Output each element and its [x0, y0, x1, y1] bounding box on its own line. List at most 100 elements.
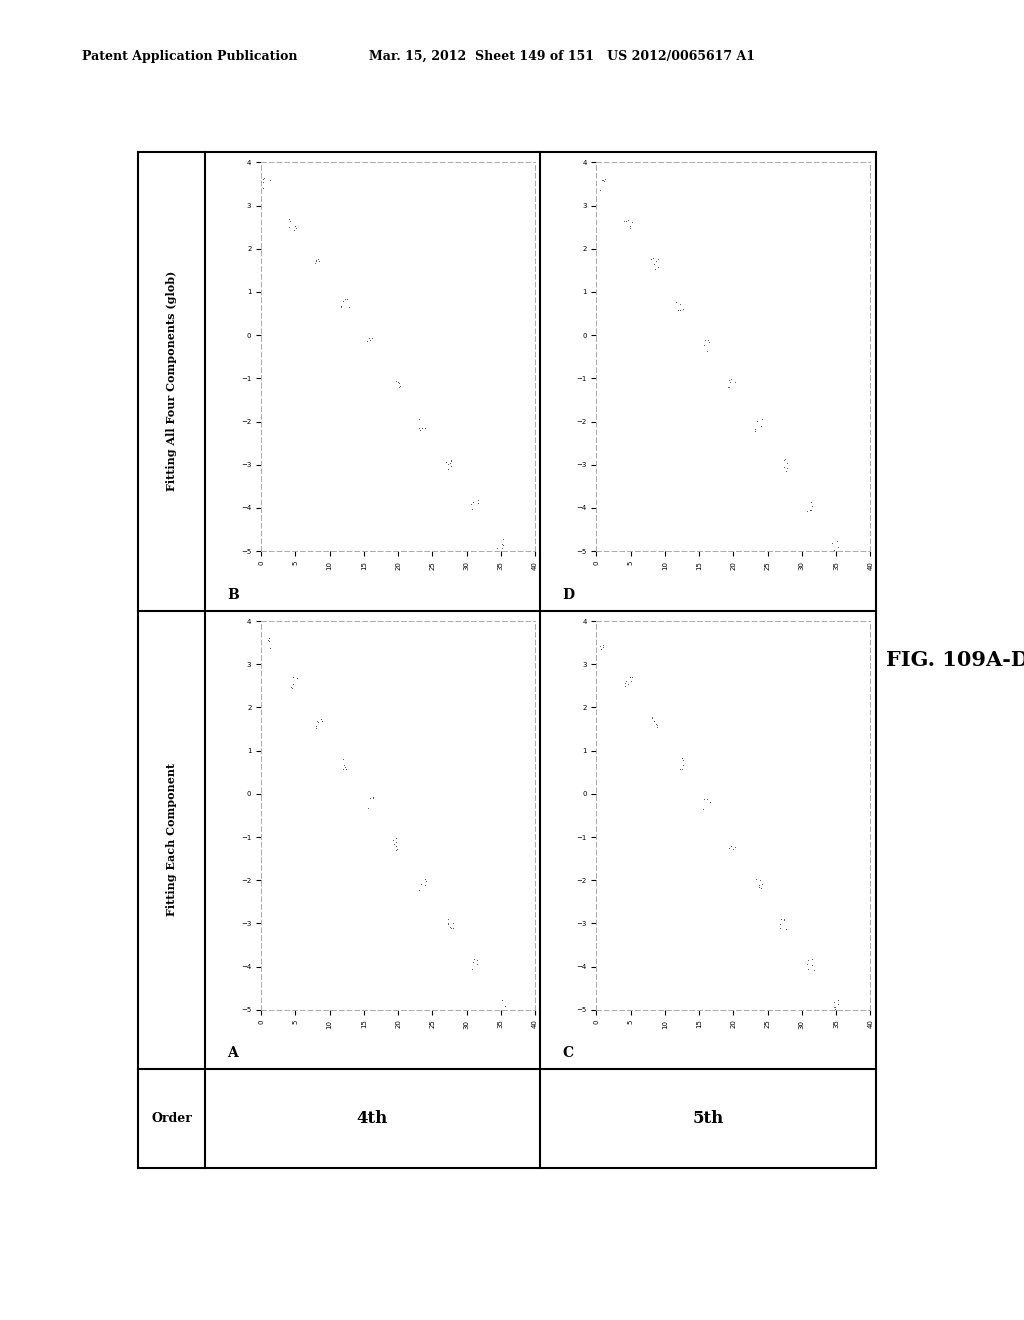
- Point: [595, 170, 611, 191]
- Point: [674, 747, 690, 768]
- Point: [262, 169, 279, 190]
- Point: [358, 331, 375, 352]
- Point: [700, 329, 717, 350]
- Point: [385, 830, 401, 851]
- Point: [592, 635, 608, 656]
- Point: [310, 248, 327, 269]
- Point: [464, 952, 480, 973]
- Point: [444, 912, 461, 933]
- Point: [695, 788, 712, 809]
- Point: [595, 636, 611, 657]
- Point: [285, 667, 301, 688]
- Point: [800, 958, 816, 979]
- Point: [777, 447, 794, 469]
- Point: [333, 296, 349, 317]
- Point: [285, 673, 301, 694]
- Point: [720, 376, 736, 397]
- Point: [622, 215, 638, 236]
- Point: [752, 876, 768, 898]
- Point: [262, 638, 279, 659]
- Point: [646, 710, 663, 731]
- Point: [695, 334, 712, 355]
- Point: [470, 490, 486, 511]
- Point: [417, 869, 433, 890]
- Point: [289, 668, 305, 689]
- Point: [364, 327, 380, 348]
- Point: [620, 673, 636, 694]
- Point: [388, 836, 404, 857]
- Point: [314, 710, 331, 731]
- Point: [622, 667, 638, 688]
- Point: [388, 828, 404, 849]
- Point: [800, 949, 816, 970]
- Point: [442, 916, 459, 937]
- Text: B: B: [227, 587, 239, 602]
- Text: Patent Application Publication: Patent Application Publication: [82, 50, 297, 63]
- Point: [494, 539, 510, 560]
- Point: [593, 638, 609, 659]
- Point: [803, 491, 819, 512]
- Point: [624, 667, 640, 688]
- Point: [828, 531, 845, 552]
- Point: [802, 499, 818, 520]
- Point: [752, 874, 768, 895]
- Point: [694, 799, 711, 820]
- Point: [699, 341, 716, 362]
- Point: [284, 677, 300, 698]
- Point: [359, 797, 376, 818]
- Point: [772, 917, 788, 939]
- Point: [722, 368, 738, 389]
- Point: [777, 461, 794, 482]
- Point: [675, 750, 691, 771]
- Point: [616, 673, 633, 694]
- Point: [830, 536, 847, 557]
- Point: [440, 913, 457, 935]
- Point: [750, 411, 766, 432]
- Point: [671, 300, 687, 321]
- Point: [412, 408, 428, 429]
- Point: [724, 838, 740, 859]
- Text: Fitting All Four Components (glob): Fitting All Four Components (glob): [166, 271, 177, 491]
- Point: [645, 248, 662, 269]
- Point: [337, 756, 353, 777]
- Point: [776, 908, 793, 929]
- Point: [388, 838, 404, 859]
- Point: [418, 870, 434, 891]
- Point: [825, 997, 842, 1018]
- Point: [337, 288, 353, 309]
- Point: [594, 169, 610, 190]
- Point: [649, 256, 666, 277]
- Point: [417, 874, 433, 895]
- Point: [411, 879, 427, 900]
- Point: [497, 995, 513, 1016]
- Point: [308, 715, 325, 737]
- Point: [772, 913, 788, 935]
- Point: [260, 631, 276, 652]
- Point: [779, 453, 796, 474]
- Point: [334, 290, 350, 312]
- Point: [754, 409, 770, 430]
- Point: [365, 787, 381, 808]
- Point: [308, 249, 325, 271]
- Point: [468, 949, 484, 970]
- Point: [592, 180, 608, 201]
- Point: [335, 758, 351, 779]
- Point: [411, 418, 427, 440]
- Point: [621, 210, 637, 231]
- Point: [824, 532, 841, 553]
- Point: [830, 990, 847, 1011]
- Point: [649, 248, 666, 269]
- Point: [721, 370, 737, 391]
- Text: D: D: [562, 587, 574, 602]
- Point: [440, 912, 457, 933]
- Point: [668, 292, 684, 313]
- Text: FIG. 109A-D: FIG. 109A-D: [886, 649, 1024, 671]
- Point: [723, 836, 739, 857]
- Point: [255, 177, 271, 198]
- Point: [672, 758, 688, 779]
- Point: [595, 170, 611, 191]
- Point: [825, 539, 842, 560]
- Point: [287, 215, 303, 236]
- Point: [282, 210, 298, 231]
- Point: [615, 210, 632, 231]
